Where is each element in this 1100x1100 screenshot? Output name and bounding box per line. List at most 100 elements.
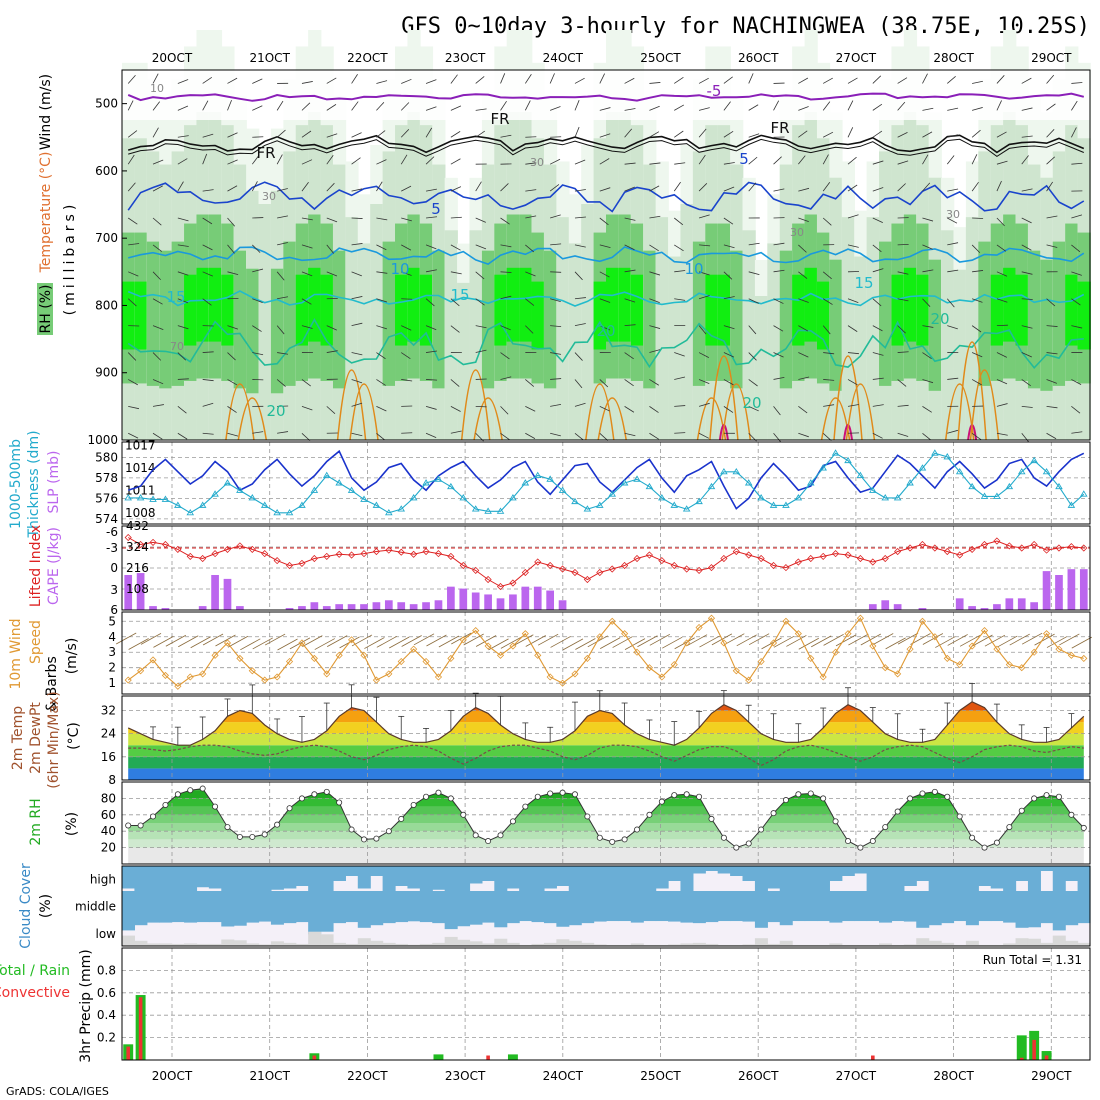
upper-wind-barb — [550, 378, 562, 380]
surface-wind-barb — [624, 638, 646, 650]
upper-wind-barb — [723, 162, 735, 165]
rh-shade-bright — [916, 274, 930, 346]
cloud-bar-high — [270, 866, 284, 890]
upper-wind-barb — [972, 217, 984, 219]
cloud-bar-high — [419, 866, 433, 891]
wind-marker — [360, 651, 368, 659]
precip-total-bar — [1016, 1035, 1027, 1060]
lifted-marker — [422, 547, 430, 556]
upper-wind-barb — [674, 270, 686, 273]
surface-wind-barb — [1046, 636, 1068, 648]
upper-wind-barb — [450, 74, 458, 84]
cloud-bar-low — [1077, 920, 1091, 924]
upper-wind-barb — [401, 352, 411, 360]
upper-wind-barb — [972, 270, 984, 273]
upper-wind-barb — [376, 298, 388, 303]
upper-wind-barb — [897, 351, 909, 353]
upper-wind-barb — [947, 242, 959, 246]
cloud-bar-middle — [308, 891, 322, 920]
cloud-level-label: high — [90, 873, 116, 887]
upper-wind-barb — [798, 352, 809, 358]
cloud-bar-low — [655, 920, 669, 922]
upper-wind-barb — [649, 379, 660, 386]
surface-wind-barb — [475, 635, 497, 647]
upper-wind-barb — [674, 77, 684, 84]
wind-marker — [720, 639, 728, 647]
rh2-marker — [187, 787, 194, 794]
upper-wind-barb — [500, 244, 512, 248]
upper-wind-barb — [897, 183, 906, 192]
rh-shade-green — [246, 268, 260, 394]
slp-marker — [260, 501, 269, 508]
upper-wind-barb — [326, 406, 336, 415]
cloud-bar-high — [457, 866, 471, 891]
upper-wind-barb — [128, 379, 138, 386]
wind-marker — [161, 671, 170, 679]
pressure-tick-label: 900 — [95, 366, 118, 380]
wind-marker — [807, 654, 815, 662]
lifted-marker — [248, 545, 256, 553]
upper-wind-barb — [425, 405, 437, 410]
upper-wind-barb — [872, 377, 884, 380]
upper-wind-barb — [351, 132, 362, 138]
upper-wind-barb — [773, 352, 784, 358]
warm-core — [833, 355, 863, 441]
temp-tick-label: 24 — [101, 727, 116, 741]
rh2-marker — [534, 793, 541, 800]
upper-wind-barb — [351, 74, 358, 84]
wind-marker — [484, 642, 492, 650]
cloud-bar-high — [556, 866, 570, 886]
upper-wind-barb — [351, 402, 363, 407]
upper-wind-barb — [152, 244, 163, 252]
lifted-marker — [323, 552, 331, 560]
cloud-bar-high — [506, 866, 520, 889]
rh2-marker — [236, 833, 243, 840]
cape-bar — [397, 602, 406, 610]
upper-wind-barb — [276, 100, 284, 111]
upper-wind-barb — [475, 271, 485, 280]
lifted-marker — [472, 566, 480, 574]
cloud-bar-low — [568, 920, 582, 926]
upper-wind-barb — [723, 186, 735, 192]
warm-core — [969, 369, 1000, 441]
surface-wind-barb — [500, 636, 522, 649]
upper-wind-barb — [500, 432, 510, 440]
upper-wind-barb — [996, 432, 1008, 436]
lifted-marker — [310, 554, 318, 563]
cloud-bar-high — [332, 866, 346, 881]
wind-marker — [174, 682, 182, 690]
cape-bar — [372, 602, 381, 610]
upper-wind-barb — [822, 217, 832, 226]
cloud-bar-middle — [457, 891, 471, 920]
cloud-bar-middle — [730, 891, 744, 920]
upper-wind-barb — [376, 271, 388, 274]
rh-shade-bright — [990, 274, 1004, 346]
wind-marker — [558, 679, 567, 687]
surface-wind-barb — [910, 633, 931, 645]
cloud-bar-low — [816, 920, 830, 922]
upper-wind-barb — [525, 325, 534, 334]
upper-wind-barb — [971, 154, 978, 165]
upper-wind-barb — [152, 73, 159, 84]
cloud-low-fill — [841, 944, 855, 946]
upper-wind-barb — [376, 102, 385, 111]
cape-bar — [236, 606, 244, 610]
rh-shade-green — [730, 250, 744, 389]
lifted-marker — [720, 554, 728, 563]
upper-wind-barb — [202, 379, 214, 382]
rh2-marker — [758, 826, 765, 833]
upper-wind-barb — [1071, 127, 1077, 138]
rh-shade-mid — [767, 243, 781, 440]
credit-text: GrADS: COLA/IGES — [6, 1085, 109, 1098]
lifted-marker — [894, 547, 902, 556]
wind-marker — [980, 627, 989, 635]
surface-wind-barb — [178, 635, 199, 648]
run-total-text: Run Total = 1.31 — [983, 953, 1082, 967]
cloud-bar-middle — [680, 891, 694, 920]
rh-shade-mid — [953, 269, 967, 440]
cloud-bar-high — [581, 866, 595, 891]
lifted-marker — [1067, 543, 1075, 551]
slp-marker — [409, 494, 418, 501]
upper-wind-barb — [674, 217, 684, 226]
lifted-marker — [410, 550, 418, 558]
